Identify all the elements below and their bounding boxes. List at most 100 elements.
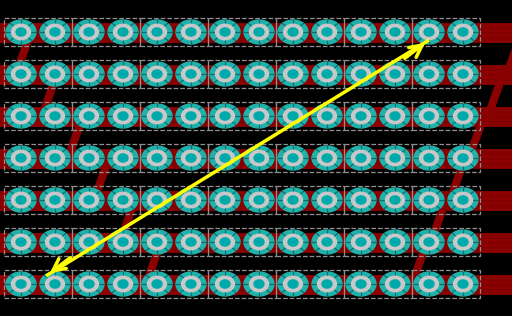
Ellipse shape bbox=[317, 24, 336, 40]
Ellipse shape bbox=[118, 196, 128, 204]
Ellipse shape bbox=[74, 188, 104, 212]
Ellipse shape bbox=[454, 66, 473, 82]
Ellipse shape bbox=[176, 272, 206, 296]
Ellipse shape bbox=[220, 28, 230, 36]
Ellipse shape bbox=[419, 24, 438, 40]
Ellipse shape bbox=[216, 24, 234, 40]
Ellipse shape bbox=[322, 196, 332, 204]
Ellipse shape bbox=[11, 108, 31, 124]
Ellipse shape bbox=[454, 234, 473, 250]
Bar bbox=[4, 186, 72, 214]
Ellipse shape bbox=[448, 20, 478, 44]
Ellipse shape bbox=[317, 108, 336, 124]
Ellipse shape bbox=[114, 150, 133, 166]
Ellipse shape bbox=[284, 108, 303, 124]
Ellipse shape bbox=[108, 104, 138, 128]
Ellipse shape bbox=[84, 154, 94, 162]
Ellipse shape bbox=[244, 62, 274, 86]
Ellipse shape bbox=[356, 238, 366, 246]
Bar bbox=[4, 18, 72, 46]
Ellipse shape bbox=[40, 20, 70, 44]
Ellipse shape bbox=[210, 188, 240, 212]
Ellipse shape bbox=[6, 146, 36, 170]
Ellipse shape bbox=[346, 188, 376, 212]
Ellipse shape bbox=[114, 108, 133, 124]
Ellipse shape bbox=[458, 196, 468, 204]
Ellipse shape bbox=[317, 276, 336, 292]
Ellipse shape bbox=[244, 104, 274, 128]
Ellipse shape bbox=[6, 188, 36, 212]
Ellipse shape bbox=[210, 20, 240, 44]
Ellipse shape bbox=[186, 70, 196, 78]
Ellipse shape bbox=[249, 66, 268, 82]
Ellipse shape bbox=[278, 20, 308, 44]
Ellipse shape bbox=[142, 104, 172, 128]
Ellipse shape bbox=[424, 196, 434, 204]
Ellipse shape bbox=[390, 28, 400, 36]
Ellipse shape bbox=[390, 280, 400, 288]
Ellipse shape bbox=[386, 150, 404, 166]
Ellipse shape bbox=[176, 20, 206, 44]
Ellipse shape bbox=[419, 66, 438, 82]
Ellipse shape bbox=[448, 146, 478, 170]
Ellipse shape bbox=[352, 66, 371, 82]
Ellipse shape bbox=[288, 112, 298, 120]
Ellipse shape bbox=[244, 272, 274, 296]
Bar bbox=[344, 144, 412, 172]
Ellipse shape bbox=[380, 272, 410, 296]
Ellipse shape bbox=[386, 234, 404, 250]
Ellipse shape bbox=[79, 234, 98, 250]
Ellipse shape bbox=[419, 192, 438, 208]
Ellipse shape bbox=[254, 28, 264, 36]
Ellipse shape bbox=[254, 154, 264, 162]
Bar bbox=[412, 102, 480, 130]
Ellipse shape bbox=[142, 146, 172, 170]
Ellipse shape bbox=[249, 108, 268, 124]
Ellipse shape bbox=[118, 280, 128, 288]
Ellipse shape bbox=[254, 112, 264, 120]
Ellipse shape bbox=[284, 276, 303, 292]
Ellipse shape bbox=[352, 234, 371, 250]
Ellipse shape bbox=[419, 234, 438, 250]
Bar bbox=[412, 144, 480, 172]
Ellipse shape bbox=[356, 154, 366, 162]
Ellipse shape bbox=[322, 280, 332, 288]
Ellipse shape bbox=[458, 70, 468, 78]
Ellipse shape bbox=[186, 154, 196, 162]
Ellipse shape bbox=[249, 24, 268, 40]
Bar bbox=[276, 270, 344, 298]
Ellipse shape bbox=[216, 66, 234, 82]
Ellipse shape bbox=[414, 62, 444, 86]
Ellipse shape bbox=[216, 192, 234, 208]
Ellipse shape bbox=[186, 238, 196, 246]
Ellipse shape bbox=[147, 192, 166, 208]
Ellipse shape bbox=[424, 28, 434, 36]
Bar bbox=[276, 18, 344, 46]
Ellipse shape bbox=[79, 108, 98, 124]
Ellipse shape bbox=[152, 70, 162, 78]
Bar bbox=[140, 228, 208, 256]
Ellipse shape bbox=[50, 280, 60, 288]
Ellipse shape bbox=[11, 234, 31, 250]
Bar bbox=[344, 228, 412, 256]
Bar bbox=[344, 60, 412, 88]
Ellipse shape bbox=[278, 230, 308, 254]
Ellipse shape bbox=[147, 234, 166, 250]
Ellipse shape bbox=[186, 196, 196, 204]
Bar bbox=[72, 186, 140, 214]
Ellipse shape bbox=[346, 62, 376, 86]
Ellipse shape bbox=[84, 70, 94, 78]
Ellipse shape bbox=[220, 196, 230, 204]
Ellipse shape bbox=[40, 104, 70, 128]
Ellipse shape bbox=[46, 234, 65, 250]
Ellipse shape bbox=[152, 280, 162, 288]
Ellipse shape bbox=[11, 192, 31, 208]
Ellipse shape bbox=[352, 150, 371, 166]
Ellipse shape bbox=[16, 70, 26, 78]
Ellipse shape bbox=[284, 150, 303, 166]
Ellipse shape bbox=[46, 276, 65, 292]
Ellipse shape bbox=[244, 230, 274, 254]
Ellipse shape bbox=[6, 104, 36, 128]
Ellipse shape bbox=[114, 234, 133, 250]
Bar bbox=[4, 60, 72, 88]
